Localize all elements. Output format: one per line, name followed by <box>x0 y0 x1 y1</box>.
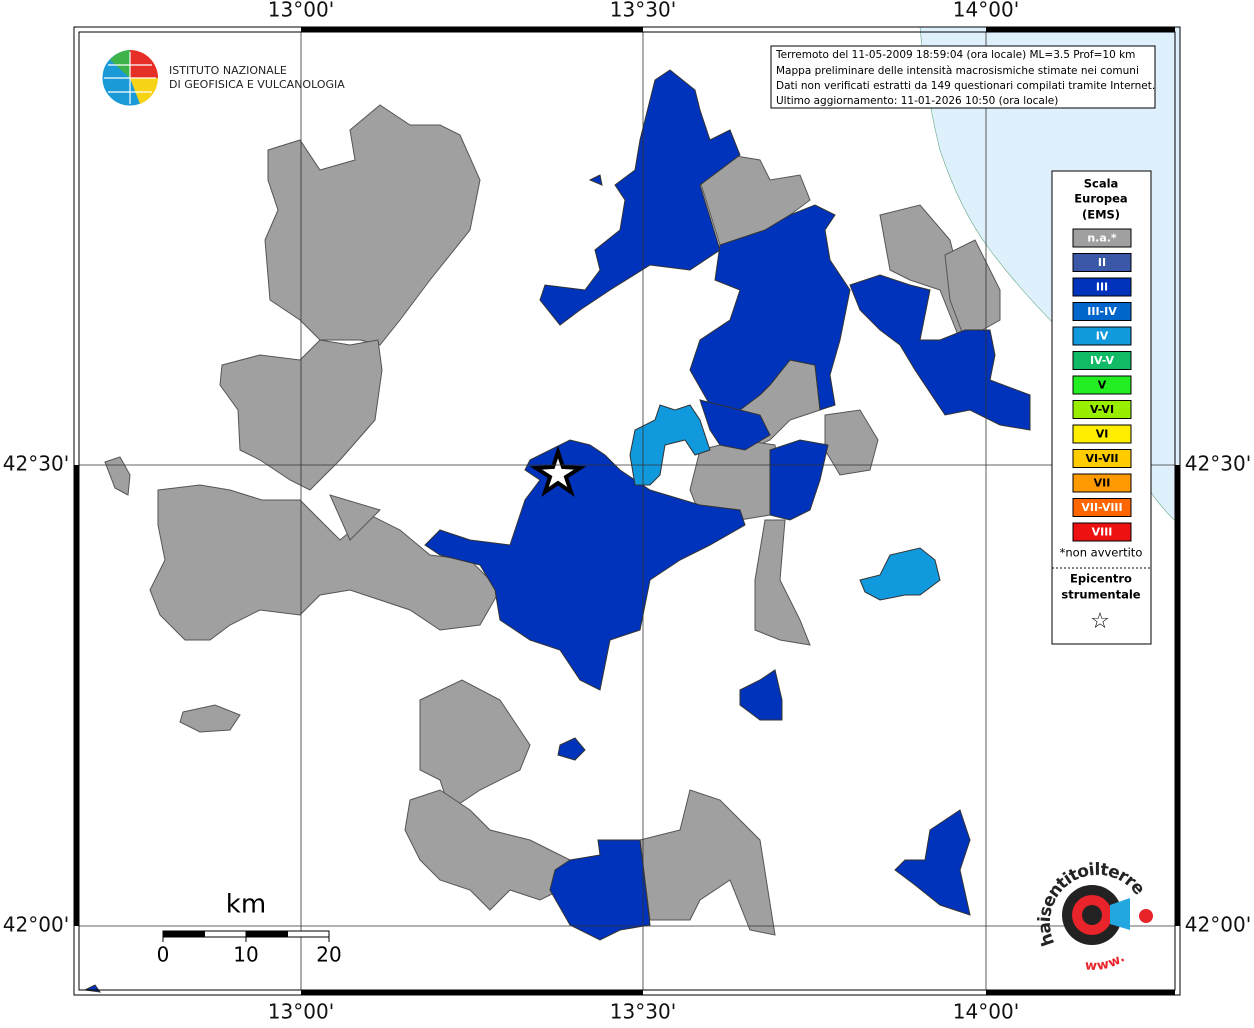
legend: Scala Europea (EMS) *non avvertito Epice… <box>1051 170 1152 645</box>
scale-label: 10 <box>233 943 258 967</box>
lon-label: 13°30' <box>610 0 676 22</box>
legend-swatch <box>1072 277 1132 297</box>
legend-epicentre: Epicentro <box>1070 572 1132 586</box>
legend-label: VII <box>1094 477 1111 490</box>
legend-swatch <box>1072 326 1132 346</box>
frame-labels: 13°00' 13°30' 14°00' 13°00' 13°30' 14°00… <box>3 0 1251 1024</box>
legend-label: VI-VII <box>1085 452 1118 465</box>
lat-label: 42°30' <box>3 452 69 476</box>
legend-swatch <box>1072 498 1132 517</box>
legend-label: V-VI <box>1090 403 1114 416</box>
legend-label: IV-V <box>1090 354 1115 367</box>
legend-label: IV <box>1096 330 1109 343</box>
frame <box>73 26 1181 996</box>
regions-iii <box>83 69 1031 993</box>
legend-epicentre: strumentale <box>1061 588 1140 602</box>
lon-label: 14°00' <box>953 1000 1019 1024</box>
scale-label: 20 <box>316 943 341 967</box>
legend-swatch <box>1072 400 1132 419</box>
legend-label: VI <box>1096 428 1109 441</box>
legend-swatch <box>1072 449 1132 468</box>
lon-label: 13°30' <box>610 1000 676 1024</box>
lon-label: 13°00' <box>268 0 334 22</box>
graticule <box>79 32 1175 990</box>
legend-label: III-IV <box>1087 305 1117 318</box>
legend-swatch <box>1072 351 1132 370</box>
legend-swatch <box>1072 253 1132 272</box>
legend-swatch <box>1072 522 1132 542</box>
legend-swatch <box>1072 375 1132 395</box>
legend-note: *non avvertito <box>1060 546 1143 560</box>
legend-label: III <box>1096 281 1108 294</box>
lat-label: 42°30' <box>1185 452 1251 476</box>
legend-label: V <box>1098 379 1107 392</box>
legend-star: ☆ <box>1090 609 1110 634</box>
legend-title: (EMS) <box>1082 208 1120 222</box>
legend-label: n.a.* <box>1087 232 1117 245</box>
legend-label: VIII <box>1092 526 1113 539</box>
lat-label: 42°00' <box>1185 913 1251 937</box>
legend-label: II <box>1098 256 1106 269</box>
legend-swatch <box>1072 228 1132 248</box>
logo-text: DI GEOFISICA E VULCANOLOGIA <box>169 78 345 91</box>
scale-unit: km <box>226 890 266 920</box>
lon-label: 14°00' <box>953 0 1019 22</box>
legend-title: Europea <box>1074 192 1127 206</box>
epicentre-star <box>529 445 587 498</box>
info-line: Mappa preliminare delle intensità macros… <box>776 65 1139 77</box>
legend-swatch <box>1072 302 1132 321</box>
info-line: Dati non verificati estratti da 149 ques… <box>776 80 1155 92</box>
info-line: Terremoto del 11-05-2009 18:59:04 (ora l… <box>775 49 1135 61</box>
lat-label: 42°00' <box>3 913 69 937</box>
legend-swatch <box>1072 424 1132 444</box>
legend-label: VII-VIII <box>1081 501 1122 514</box>
legend-title: Scala <box>1084 177 1119 191</box>
lon-label: 13°00' <box>268 1000 334 1024</box>
legend-swatch <box>1072 473 1132 493</box>
ingv-logo: ISTITUTO NAZIONALE DI GEOFISICA E VULCAN… <box>101 49 345 107</box>
logo-text: ISTITUTO NAZIONALE <box>169 64 287 77</box>
info-line: Ultimo aggiornamento: 11-01-2026 10:50 (… <box>776 95 1058 107</box>
scale-bar: km 0 10 20 <box>157 890 342 967</box>
scale-label: 0 <box>157 943 170 967</box>
info-box: Terremoto del 11-05-2009 18:59:04 (ora l… <box>770 45 1156 109</box>
